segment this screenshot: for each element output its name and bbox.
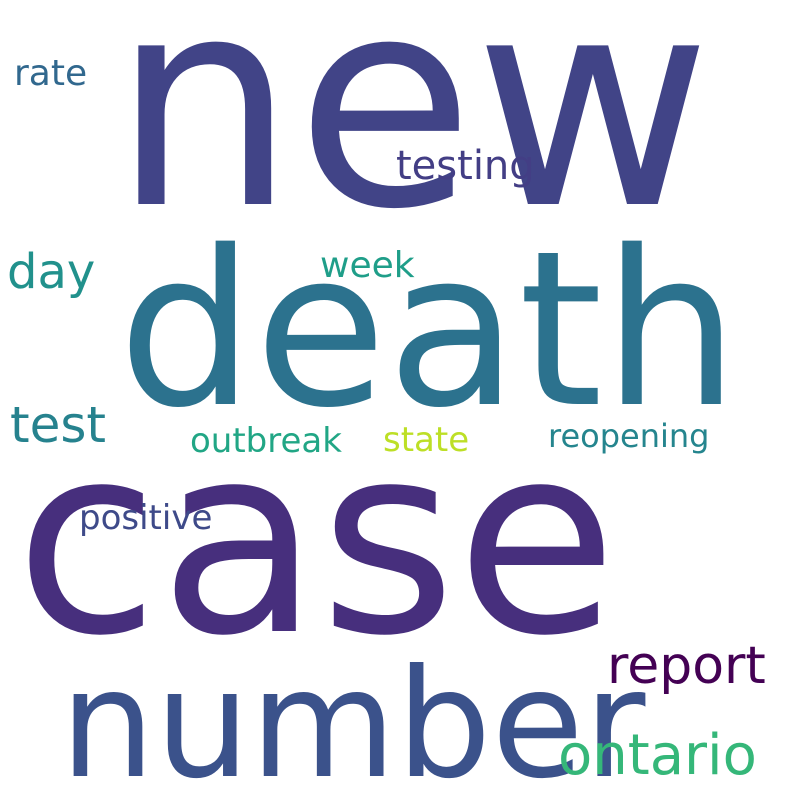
word-rate: rate	[14, 53, 88, 94]
word-week: week	[320, 245, 415, 286]
word-testing: testing	[396, 143, 535, 189]
word-test: test	[10, 396, 107, 454]
word-case: case	[15, 388, 618, 693]
word-report: report	[607, 636, 766, 696]
word-death: death	[118, 204, 740, 455]
word-state: state	[383, 420, 470, 460]
word-day: day	[7, 244, 96, 300]
word-new: new	[112, 0, 712, 273]
word-reopening: reopening	[548, 417, 710, 455]
word-outbreak: outbreak	[190, 421, 342, 461]
word-positive: positive	[79, 498, 213, 538]
word-number: number	[60, 638, 646, 800]
word-ontario: ontario	[558, 723, 757, 788]
